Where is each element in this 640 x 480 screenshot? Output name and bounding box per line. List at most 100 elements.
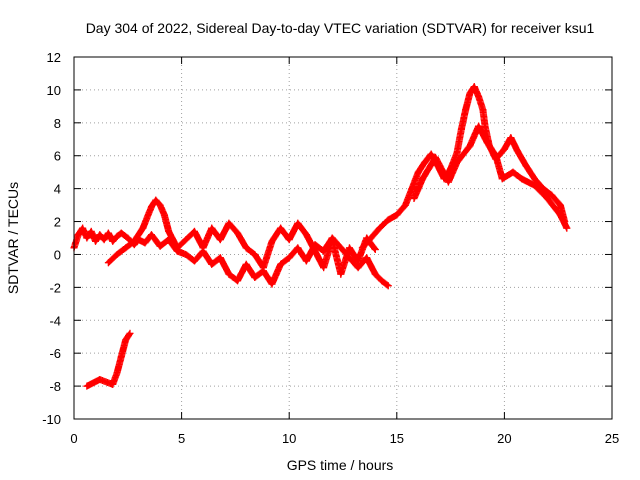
series-track-e — [410, 122, 571, 232]
y-tick-label: 8 — [54, 116, 61, 131]
data-point — [242, 260, 250, 268]
data-point — [492, 152, 500, 160]
data-point — [83, 234, 91, 242]
data-point — [225, 219, 233, 227]
data-point — [225, 270, 233, 278]
data-point — [139, 224, 147, 232]
data-point — [453, 158, 461, 166]
data-point — [531, 181, 539, 189]
data-point — [113, 250, 121, 258]
data-point — [384, 282, 392, 290]
data-point — [160, 211, 168, 219]
data-point — [414, 168, 422, 176]
y-tick-label: 4 — [54, 182, 61, 197]
data-point — [294, 219, 302, 227]
data-point — [122, 244, 130, 252]
chart-title: Day 304 of 2022, Sidereal Day-to-day VTE… — [86, 20, 595, 36]
data-point — [251, 250, 259, 258]
x-axis-label: GPS time / hours — [287, 457, 394, 473]
data-point — [432, 153, 440, 161]
series-track-b — [83, 329, 134, 390]
data-point — [311, 247, 319, 255]
data-point — [475, 92, 483, 100]
data-point — [109, 380, 117, 388]
data-point — [96, 376, 104, 384]
data-point — [470, 83, 478, 91]
data-point — [113, 369, 121, 377]
data-point — [378, 277, 386, 285]
y-tick-label: -8 — [49, 379, 61, 394]
data-point — [124, 234, 132, 242]
axis-ticks: 0 5 10 15 20 25 -10 -8 -6 -4 -2 0 2 4 6 8 10 12 — [42, 50, 619, 446]
data-point — [191, 227, 199, 235]
data-point — [208, 260, 216, 268]
data-point — [393, 211, 401, 219]
data-point — [302, 231, 310, 239]
x-tick-label: 5 — [178, 431, 185, 446]
data-point — [500, 145, 508, 153]
data-point — [285, 254, 293, 262]
y-tick-label: -6 — [49, 346, 61, 361]
series-track-d — [358, 83, 569, 252]
data-point — [285, 236, 293, 244]
data-point — [83, 382, 91, 390]
data-point — [345, 244, 353, 252]
data-point — [354, 257, 362, 265]
data-point — [548, 191, 556, 199]
y-axis-label: SDTVAR / TECUs — [5, 182, 21, 294]
data-point — [509, 168, 517, 176]
data-point — [498, 175, 506, 183]
data-point — [117, 352, 125, 360]
data-point — [466, 89, 474, 97]
data-point — [518, 175, 526, 183]
data-point — [367, 234, 375, 242]
data-point — [165, 227, 173, 235]
series-track-c — [104, 196, 379, 278]
data-point — [268, 237, 276, 245]
data-point — [268, 280, 276, 288]
data-point — [74, 231, 82, 239]
data-point — [328, 236, 336, 244]
data-markers — [70, 83, 571, 390]
data-point — [147, 203, 155, 211]
y-tick-label: 2 — [54, 215, 61, 230]
data-point — [117, 229, 125, 237]
data-point — [104, 229, 112, 237]
y-tick-label: -4 — [49, 313, 61, 328]
data-point — [277, 260, 285, 268]
data-point — [556, 201, 564, 209]
data-point — [96, 231, 104, 239]
data-point — [130, 237, 138, 245]
data-point — [199, 244, 207, 252]
data-point — [242, 244, 250, 252]
data-point — [216, 236, 224, 244]
data-point — [277, 224, 285, 232]
data-point — [104, 259, 112, 267]
y-tick-label: 0 — [54, 247, 61, 262]
x-tick-label: 20 — [497, 431, 511, 446]
x-tick-label: 10 — [282, 431, 296, 446]
data-point — [410, 195, 418, 203]
plot-frame — [73, 56, 613, 420]
data-point — [543, 195, 551, 203]
data-point — [122, 336, 130, 344]
y-tick-label: 6 — [54, 149, 61, 164]
data-point — [109, 237, 117, 245]
data-point — [234, 229, 242, 237]
data-point — [371, 246, 379, 254]
data-point — [408, 185, 416, 193]
data-point — [191, 257, 199, 265]
data-point — [421, 158, 429, 166]
data-point — [513, 147, 521, 155]
data-point — [208, 224, 216, 232]
data-point — [156, 242, 164, 250]
data-point — [251, 273, 259, 281]
data-point — [354, 264, 362, 272]
data-point — [100, 236, 108, 244]
data-point — [466, 142, 474, 150]
data-point — [234, 277, 242, 285]
data-point — [152, 196, 160, 204]
data-point — [302, 257, 310, 265]
data-point — [401, 201, 409, 209]
data-point — [563, 224, 571, 232]
